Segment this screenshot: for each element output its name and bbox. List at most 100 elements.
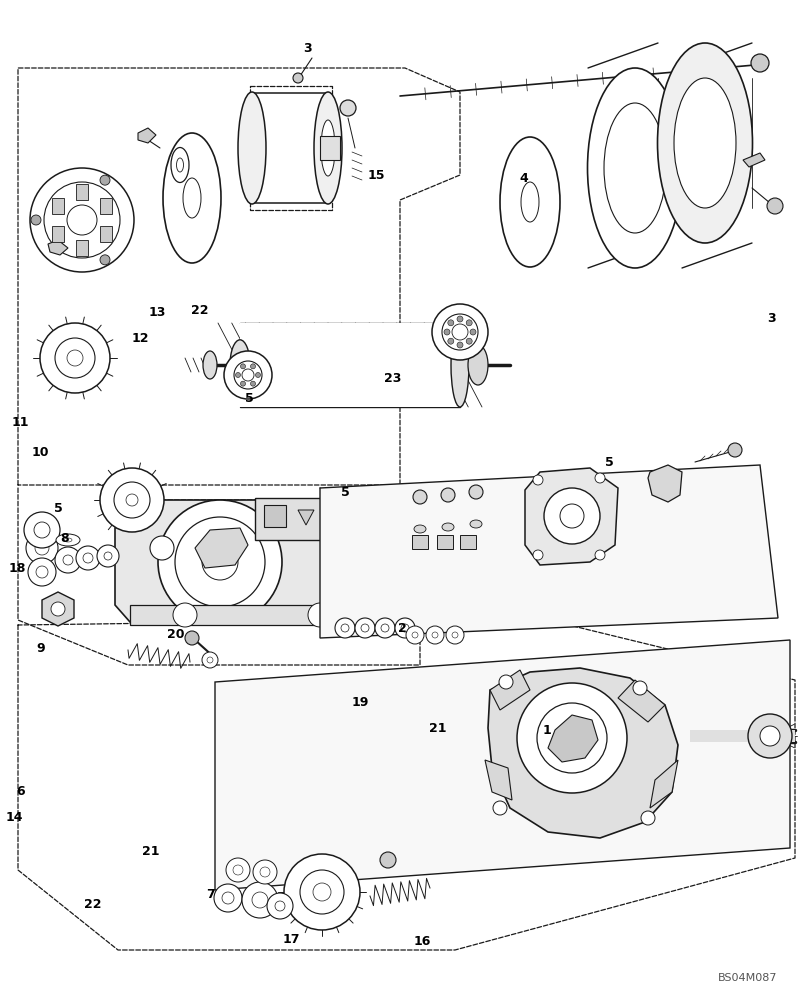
Circle shape bbox=[468, 485, 483, 499]
Text: 4: 4 bbox=[520, 172, 528, 185]
Circle shape bbox=[222, 892, 234, 904]
Text: 5: 5 bbox=[245, 391, 253, 404]
Circle shape bbox=[253, 860, 277, 884]
Polygon shape bbox=[130, 605, 369, 625]
Circle shape bbox=[560, 504, 583, 528]
Circle shape bbox=[206, 657, 213, 663]
Circle shape bbox=[26, 532, 58, 564]
Circle shape bbox=[55, 547, 81, 573]
Circle shape bbox=[443, 329, 450, 335]
Ellipse shape bbox=[470, 520, 482, 528]
Circle shape bbox=[292, 73, 303, 83]
Ellipse shape bbox=[520, 182, 538, 222]
Text: 9: 9 bbox=[36, 642, 44, 654]
Ellipse shape bbox=[314, 92, 341, 204]
Circle shape bbox=[34, 522, 50, 538]
Text: 21: 21 bbox=[429, 722, 446, 734]
Circle shape bbox=[381, 624, 389, 632]
Circle shape bbox=[394, 618, 414, 638]
Ellipse shape bbox=[56, 534, 80, 546]
Text: 16: 16 bbox=[413, 935, 430, 948]
Circle shape bbox=[226, 858, 250, 882]
Circle shape bbox=[240, 364, 245, 369]
Circle shape bbox=[456, 316, 463, 322]
Text: 14: 14 bbox=[6, 811, 23, 824]
Ellipse shape bbox=[499, 137, 560, 267]
Text: 2: 2 bbox=[397, 621, 406, 635]
Circle shape bbox=[185, 631, 199, 645]
Ellipse shape bbox=[673, 78, 735, 208]
Circle shape bbox=[447, 338, 453, 344]
Circle shape bbox=[150, 536, 173, 560]
Text: 5: 5 bbox=[341, 486, 349, 498]
Circle shape bbox=[447, 320, 453, 326]
Circle shape bbox=[31, 215, 41, 225]
Circle shape bbox=[640, 811, 654, 825]
Circle shape bbox=[492, 801, 507, 815]
Circle shape bbox=[380, 852, 396, 868]
Circle shape bbox=[104, 552, 112, 560]
Circle shape bbox=[235, 372, 240, 377]
Bar bbox=[51, 198, 63, 214]
Circle shape bbox=[456, 342, 463, 348]
Ellipse shape bbox=[238, 92, 266, 204]
Circle shape bbox=[451, 324, 467, 340]
Circle shape bbox=[413, 490, 426, 504]
Polygon shape bbox=[320, 465, 777, 638]
Polygon shape bbox=[48, 240, 68, 255]
Circle shape bbox=[446, 626, 463, 644]
Circle shape bbox=[67, 205, 97, 235]
Circle shape bbox=[242, 882, 278, 918]
Circle shape bbox=[355, 618, 374, 638]
Ellipse shape bbox=[202, 351, 217, 379]
Circle shape bbox=[426, 626, 443, 644]
Circle shape bbox=[516, 683, 626, 793]
Polygon shape bbox=[524, 468, 618, 565]
Circle shape bbox=[451, 632, 458, 638]
Polygon shape bbox=[647, 465, 681, 502]
Text: 5: 5 bbox=[605, 456, 613, 468]
Circle shape bbox=[126, 494, 138, 506]
Circle shape bbox=[544, 488, 599, 544]
Circle shape bbox=[594, 473, 604, 483]
Polygon shape bbox=[689, 730, 794, 742]
Bar bbox=[76, 184, 88, 200]
Circle shape bbox=[36, 566, 48, 578]
Circle shape bbox=[251, 892, 267, 908]
Circle shape bbox=[766, 198, 782, 214]
Circle shape bbox=[750, 54, 768, 72]
Circle shape bbox=[76, 546, 100, 570]
Circle shape bbox=[28, 558, 56, 586]
Polygon shape bbox=[487, 668, 677, 838]
Circle shape bbox=[339, 534, 351, 546]
Polygon shape bbox=[742, 153, 764, 167]
Ellipse shape bbox=[320, 120, 335, 176]
Circle shape bbox=[114, 482, 150, 518]
Bar bbox=[51, 226, 63, 242]
Circle shape bbox=[67, 350, 83, 366]
Circle shape bbox=[340, 100, 356, 116]
Polygon shape bbox=[195, 528, 247, 568]
Circle shape bbox=[35, 541, 49, 555]
Ellipse shape bbox=[183, 178, 201, 218]
Ellipse shape bbox=[163, 133, 221, 263]
Text: 6: 6 bbox=[17, 785, 25, 798]
Circle shape bbox=[759, 726, 779, 746]
Circle shape bbox=[259, 867, 270, 877]
Text: 13: 13 bbox=[148, 306, 165, 318]
Circle shape bbox=[173, 603, 197, 627]
Ellipse shape bbox=[442, 523, 454, 531]
Circle shape bbox=[308, 603, 332, 627]
Circle shape bbox=[214, 884, 242, 912]
Ellipse shape bbox=[230, 340, 250, 390]
Circle shape bbox=[470, 329, 475, 335]
Text: 11: 11 bbox=[11, 416, 29, 428]
Circle shape bbox=[557, 724, 585, 752]
Bar bbox=[100, 226, 112, 242]
Bar bbox=[437, 535, 452, 549]
Circle shape bbox=[401, 624, 409, 632]
Ellipse shape bbox=[603, 103, 665, 233]
Circle shape bbox=[83, 553, 93, 563]
Text: 22: 22 bbox=[84, 898, 101, 911]
Text: BS04M087: BS04M087 bbox=[717, 973, 777, 983]
